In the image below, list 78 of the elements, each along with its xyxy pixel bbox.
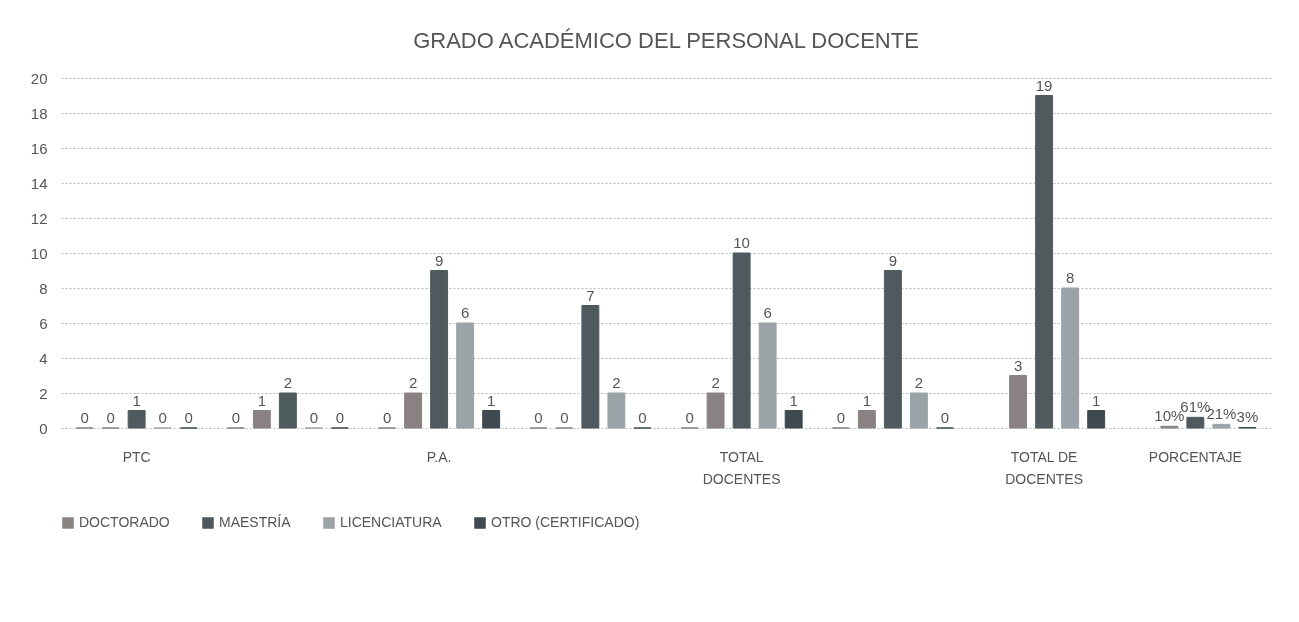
data-label: 0 — [158, 409, 167, 426]
y-tick-label: 18 — [30, 104, 48, 122]
y-tick-label: 16 — [30, 139, 48, 157]
bar — [706, 392, 725, 429]
data-label: 10 — [733, 234, 750, 251]
data-label: 1 — [257, 391, 267, 409]
data-label: 0 — [534, 409, 543, 426]
bar — [482, 410, 501, 429]
bar — [607, 392, 626, 429]
bar — [252, 410, 271, 429]
data-label: 7 — [586, 286, 595, 304]
data-label: 0 — [560, 409, 569, 426]
bar — [456, 322, 475, 429]
y-tick-label: 2 — [39, 384, 48, 402]
bar — [758, 322, 777, 429]
y-tick-label: 8 — [39, 279, 48, 297]
data-label: 0 — [940, 409, 950, 426]
chart-title: GRADO ACADÉMICO DEL PERSONAL DOCENTE — [413, 28, 919, 53]
data-label: 2 — [612, 374, 621, 391]
data-label: 0 — [638, 409, 647, 426]
bar — [1009, 375, 1028, 429]
y-tick-label: 20 — [30, 69, 48, 87]
y-tick-label: 12 — [30, 209, 48, 227]
y-tick-label: 4 — [39, 349, 48, 367]
bar — [1186, 416, 1205, 429]
data-label: 0 — [836, 409, 845, 426]
data-label: 0 — [106, 409, 115, 426]
data-label: 2 — [408, 374, 418, 391]
legend-label: MAESTRÍA — [219, 514, 292, 530]
bar — [883, 270, 902, 429]
data-label: 0 — [184, 409, 193, 426]
data-label: 1 — [862, 391, 872, 409]
bar — [430, 270, 449, 429]
legend-label: LICENCIATURA — [340, 514, 443, 530]
bar — [1087, 410, 1106, 429]
data-label: 19 — [1035, 76, 1053, 94]
data-label: 1 — [487, 391, 496, 409]
bar — [278, 392, 297, 429]
data-label: 0 — [309, 409, 319, 426]
data-label: 2 — [711, 374, 720, 391]
data-label: 9 — [434, 251, 444, 269]
data-label: 1 — [132, 391, 141, 409]
data-label: 2 — [283, 374, 293, 391]
x-tick-label: PORCENTAJE — [1148, 448, 1242, 465]
bar — [581, 305, 600, 429]
data-label: 1 — [1092, 391, 1101, 409]
data-label: 0 — [335, 409, 345, 426]
data-label: 0 — [231, 409, 240, 426]
bar — [1061, 287, 1080, 429]
data-label: 6 — [460, 304, 470, 321]
data-label: 0 — [685, 409, 694, 426]
bar — [857, 410, 876, 429]
data-label: 9 — [888, 251, 898, 269]
x-tick-label: PTC — [122, 448, 151, 465]
y-tick-label: 0 — [39, 419, 48, 437]
data-label: 0 — [80, 409, 89, 426]
data-label: 6 — [763, 304, 772, 321]
data-label: 8 — [1065, 269, 1075, 286]
y-tick-label: 6 — [39, 314, 48, 332]
data-label: 3 — [1013, 356, 1023, 374]
data-label: 1 — [789, 391, 798, 409]
bar — [1035, 95, 1054, 429]
bar — [1212, 423, 1231, 429]
bar — [784, 410, 803, 429]
x-tick-label: P.A. — [426, 448, 452, 465]
bar — [909, 392, 928, 429]
bar — [732, 252, 751, 429]
data-label: 0 — [382, 409, 392, 426]
legend-label: DOCTORADO — [79, 514, 170, 530]
x-tick-label: TOTAL DOCENTES — [702, 448, 781, 487]
x-tick-label: TOTAL DE DOCENTES — [1005, 448, 1084, 487]
bar — [404, 392, 423, 429]
data-label: 2 — [914, 374, 924, 391]
y-tick-label: 14 — [30, 174, 48, 192]
data-label: 3% — [1236, 408, 1259, 426]
legend-label: OTRO (CERTIFICADO) — [491, 514, 640, 530]
y-tick-label: 10 — [30, 244, 48, 262]
bar — [127, 410, 146, 429]
